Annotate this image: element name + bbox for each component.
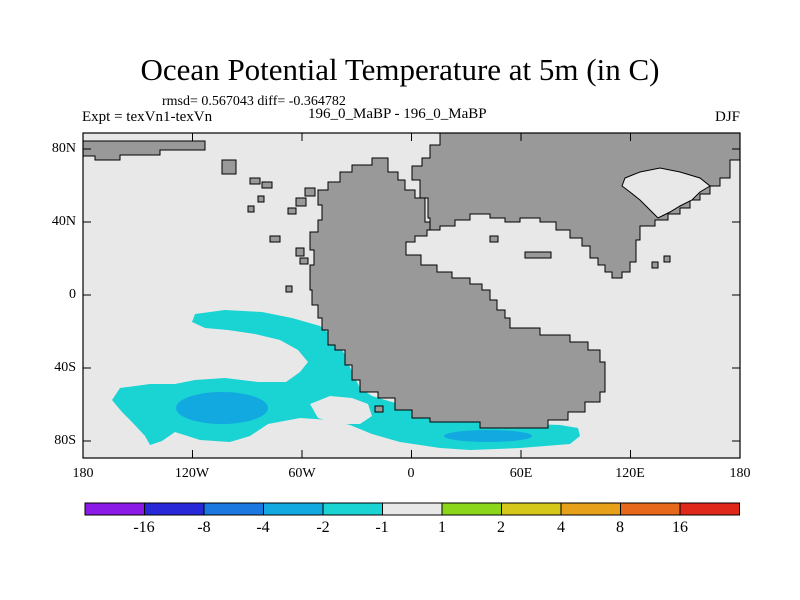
season-label: DJF — [714, 109, 740, 125]
legend-swatch — [441, 502, 502, 516]
blue-anomaly-core — [444, 430, 532, 442]
lon-tick-label: 180 — [72, 466, 94, 481]
legend-label: 1 — [438, 519, 446, 536]
stats-text: rmsd= 0.567043 diff= -0.364782 — [162, 94, 346, 109]
island — [249, 177, 261, 185]
legend-swatch — [501, 502, 562, 516]
legend-swatch — [560, 502, 621, 516]
neutral-patch — [310, 396, 372, 424]
legend-swatch — [144, 502, 205, 516]
legend-label: 8 — [616, 519, 624, 536]
island — [374, 405, 384, 413]
lat-tick-label: 40S — [54, 360, 76, 375]
island — [285, 285, 293, 293]
lat-tick-label: 40N — [51, 214, 76, 229]
island — [261, 181, 273, 189]
legend-label: -8 — [197, 519, 211, 536]
experiment-label: Expt = texVn1-texVn — [82, 109, 213, 125]
lon-tick-label: 0 — [407, 466, 415, 481]
island — [295, 197, 307, 207]
legend-swatch — [84, 502, 145, 516]
legend-swatch — [322, 502, 383, 516]
island — [247, 205, 255, 213]
island — [295, 247, 305, 257]
land-mass — [309, 157, 606, 429]
lon-tick-label: 60W — [288, 466, 316, 481]
island — [304, 187, 316, 197]
plot-title: Ocean Potential Temperature at 5m (in C) — [140, 52, 660, 87]
blue-anomaly-core — [176, 392, 268, 424]
period-label: 196_0_MaBP - 196_0_MaBP — [308, 106, 487, 122]
island — [287, 207, 297, 215]
neutral-patch — [120, 388, 160, 406]
land-mass — [83, 140, 206, 161]
lon-tick-label: 120W — [174, 466, 210, 481]
legend-label: 4 — [557, 519, 565, 536]
island — [221, 159, 237, 175]
island — [524, 251, 552, 259]
island — [663, 255, 671, 263]
legend-swatch — [263, 502, 324, 516]
legend-swatch — [679, 502, 740, 516]
lat-tick-label: 0 — [69, 287, 76, 302]
legend-label: -2 — [316, 519, 330, 536]
legend-label: -1 — [375, 519, 389, 536]
island — [489, 235, 499, 243]
legend-swatch — [620, 502, 681, 516]
lat-tick-label: 80S — [54, 433, 76, 448]
legend-label: 16 — [672, 519, 688, 536]
land-mass — [621, 167, 711, 219]
island — [269, 235, 281, 243]
legend-label: -4 — [256, 519, 270, 536]
island — [651, 261, 659, 269]
lon-tick-label: 60E — [509, 466, 533, 481]
lon-tick-label: 120E — [615, 466, 645, 481]
color-legend — [84, 502, 740, 516]
legend-swatch — [382, 502, 443, 516]
legend-label: 2 — [497, 519, 505, 536]
lat-tick-label: 80N — [51, 141, 76, 156]
island — [299, 257, 309, 265]
legend-swatch — [203, 502, 264, 516]
lon-tick-label: 180 — [729, 466, 751, 481]
island — [257, 195, 265, 203]
legend-label: -16 — [133, 519, 155, 536]
